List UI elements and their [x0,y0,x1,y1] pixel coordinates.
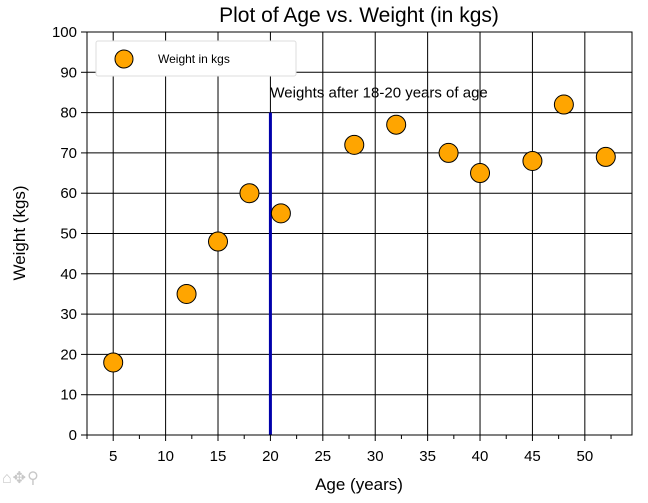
x-tick-label: 35 [419,448,436,465]
y-tick-label: 40 [60,266,77,283]
x-tick-label: 50 [576,448,593,465]
x-tick-label: 5 [109,448,117,465]
legend-box [95,40,297,77]
data-point [386,114,407,135]
y-tick-label: 50 [60,226,77,243]
tick-labels: 5 10 15 20 25 30 35 40 45 50 0 10 20 30 40 50 60 70 80 90 10… [52,24,593,465]
data-point [176,283,197,304]
x-axis-title: Age (years) [315,475,403,494]
y-axis-title: Weight (kgs) [10,185,29,280]
data-point [239,183,260,204]
annotation-text: Weights after 18-20 years of age [270,84,487,101]
data-point [470,163,491,184]
x-tick-label: 40 [472,448,489,465]
data-point [595,146,616,167]
axes [81,31,633,441]
data-point [344,134,365,155]
x-tick-label: 10 [157,448,174,465]
legend: Weight in kgs [95,40,297,77]
data-point [270,203,291,224]
x-tick-label: 15 [210,448,227,465]
data-point [438,142,459,163]
y-tick-label: 100 [52,24,77,41]
data-point [522,150,543,171]
plot-frame [86,31,633,436]
x-tick-label: 20 [262,448,279,465]
x-tick-label: 45 [524,448,541,465]
y-tick-label: 20 [60,346,77,363]
y-tick-label: 90 [60,64,77,81]
y-tick-label: 10 [60,387,77,404]
zoom-icon[interactable]: ⚲ [27,470,39,487]
move-icon[interactable]: ✥ [12,470,27,487]
data-point [208,231,229,252]
legend-label: Weight in kgs [158,52,230,66]
home-icon[interactable]: ⌂ [2,470,12,487]
x-tick-label: 25 [314,448,331,465]
scatter-points [103,94,616,373]
chart-title: Plot of Age vs. Weight (in kgs) [219,4,499,27]
data-point [103,352,124,373]
plot-toolbar: ⌂ ✥ ⚲ [2,470,39,488]
y-tick-label: 30 [60,306,77,323]
y-tick-label: 60 [60,185,77,202]
data-point [553,94,574,115]
x-tick-label: 30 [367,448,384,465]
legend-marker [114,49,134,69]
y-tick-label: 70 [60,145,77,162]
y-tick-label: 80 [60,105,77,122]
y-tick-label: 0 [69,427,77,444]
